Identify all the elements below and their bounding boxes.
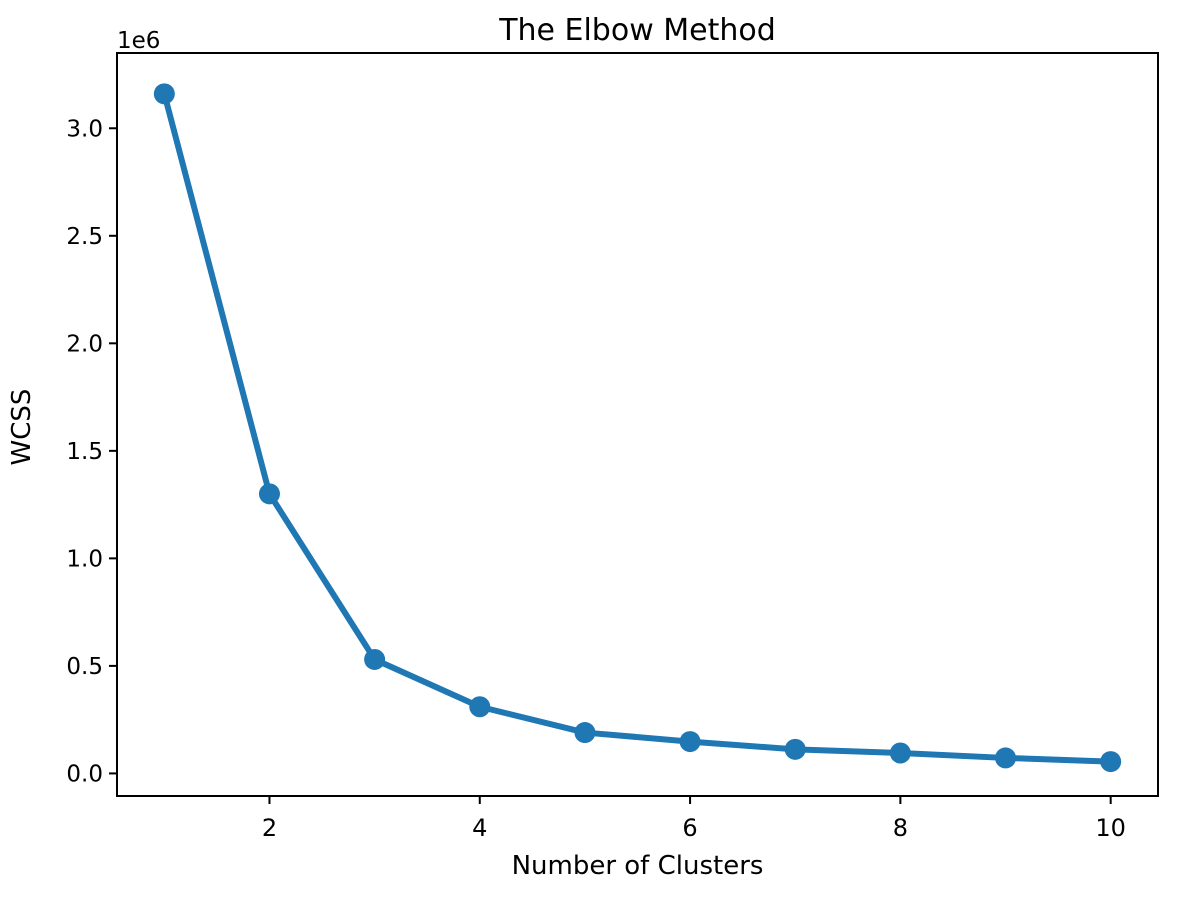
- y-axis-offset-text: 1e6: [117, 28, 161, 54]
- y-tick-label: 1.5: [66, 439, 103, 465]
- data-point-marker: [153, 83, 175, 105]
- y-tick-label: 3.0: [66, 116, 103, 142]
- data-point-marker: [258, 483, 280, 505]
- axes-spines: [116, 52, 1159, 797]
- y-axis-label: WCSS: [7, 388, 37, 466]
- x-tick-label: 6: [682, 814, 697, 842]
- x-axis-label: Number of Clusters: [511, 851, 764, 881]
- data-point-marker: [889, 742, 911, 764]
- data-point-marker: [995, 747, 1017, 769]
- x-tick-label: 2: [262, 814, 277, 842]
- y-tick-label: 0.0: [66, 761, 103, 787]
- y-tick-label: 0.5: [66, 654, 103, 680]
- data-point-marker: [784, 738, 806, 760]
- y-tick-label: 2.0: [66, 331, 103, 357]
- data-point-marker: [679, 731, 701, 753]
- x-tick-label: 4: [472, 814, 487, 842]
- y-tick-label: 2.5: [66, 224, 103, 250]
- chart-title: The Elbow Method: [499, 13, 776, 48]
- data-point-marker: [364, 648, 386, 670]
- x-tick-label: 8: [893, 814, 908, 842]
- data-point-marker: [574, 722, 596, 744]
- wcss-line: [161, 90, 1114, 765]
- data-point-marker: [469, 696, 491, 718]
- x-tick-label: 10: [1095, 814, 1126, 842]
- y-tick-label: 1.0: [66, 546, 103, 572]
- data-point-marker: [1100, 751, 1122, 773]
